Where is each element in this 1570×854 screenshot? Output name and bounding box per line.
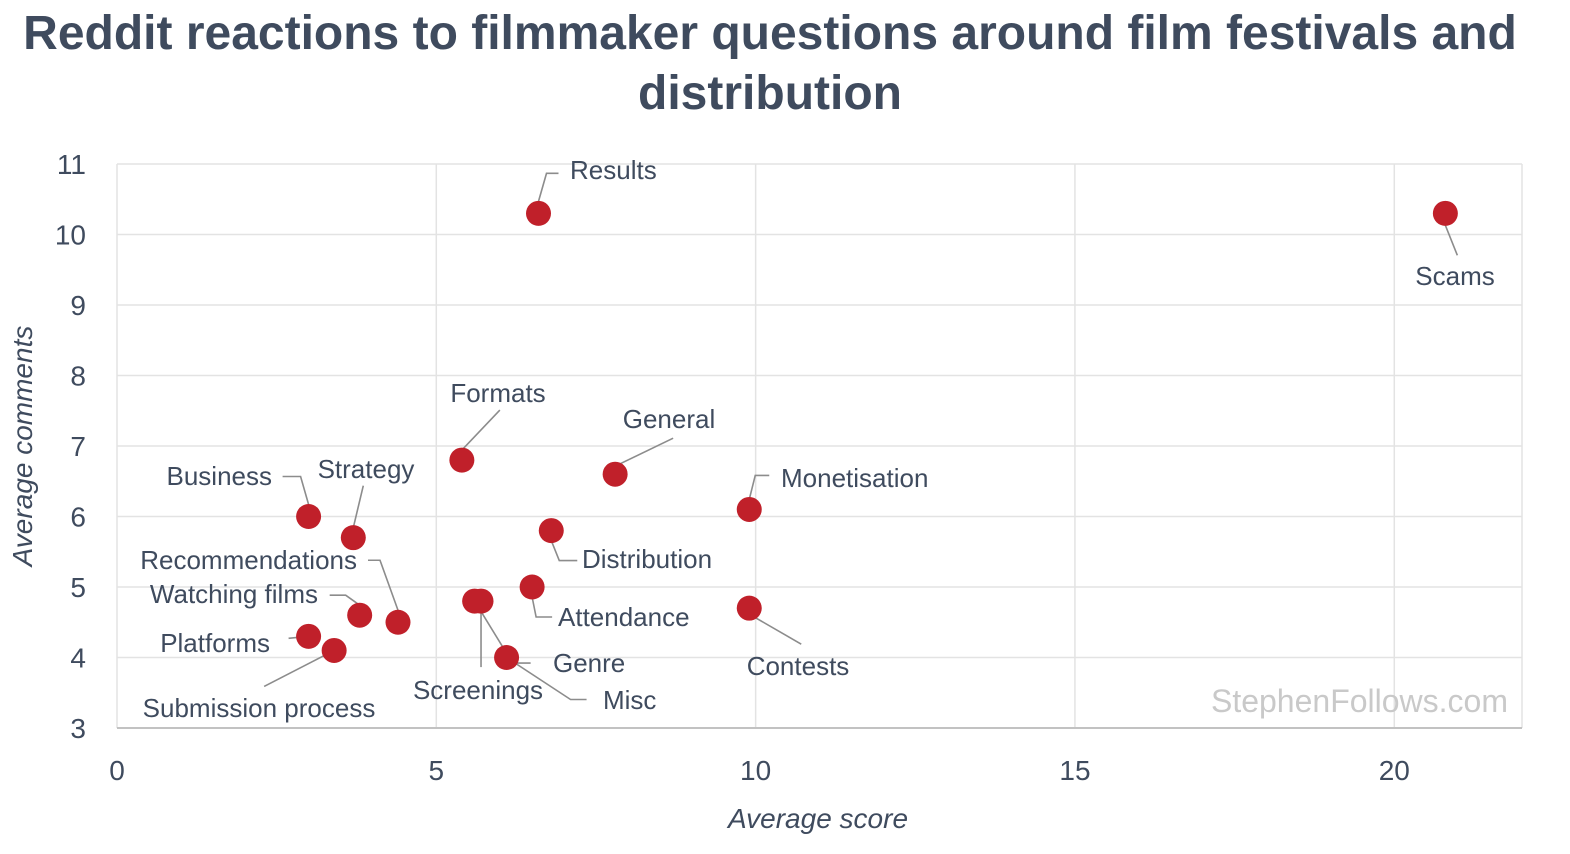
point-layer (296, 200, 1458, 670)
x-tick-label: 0 (109, 755, 125, 786)
point-label-platforms: Platforms (160, 628, 270, 658)
point-label-watching-films: Watching films (150, 579, 318, 609)
data-point-business (296, 504, 322, 529)
x-tick-label: 5 (429, 755, 445, 786)
chart-title: Reddit reactions to filmmaker questions … (23, 7, 1517, 120)
y-tick-label: 3 (70, 713, 86, 744)
x-axis-title: Average score (726, 803, 908, 834)
y-tick-label: 8 (70, 361, 86, 392)
point-label-genre: Genre (553, 648, 625, 678)
leader-line-distribution (550, 540, 578, 562)
point-label-misc: Misc (603, 685, 656, 715)
point-label-submission-process: Submission process (143, 693, 376, 723)
point-label-formats: Formats (450, 378, 545, 408)
leader-line-contests (748, 613, 802, 645)
data-point-distribution (538, 518, 564, 544)
data-point-monetisation (736, 496, 762, 522)
leader-line-attendance (531, 596, 553, 618)
y-tick-label: 9 (70, 290, 86, 321)
leader-line-recommendations (368, 559, 399, 611)
point-label-business: Business (167, 461, 273, 491)
point-label-distribution: Distribution (582, 544, 712, 574)
data-point-scams (1432, 200, 1458, 226)
leader-line-general (614, 437, 674, 467)
leader-line-monetisation (748, 474, 770, 500)
leader-line-strategy (352, 485, 365, 528)
data-point-results (526, 200, 551, 226)
data-point-misc (494, 645, 520, 670)
point-label-monetisation: Monetisation (781, 463, 928, 493)
leader-line-results (537, 172, 559, 202)
point-label-general: General (623, 404, 716, 434)
x-tick-label: 20 (1379, 755, 1410, 786)
y-tick-label: 6 (70, 502, 86, 533)
point-label-recommendations: Recommendations (140, 545, 357, 575)
axis-layer: 3 4 5 6 7 8 9 10 11 0 5 10 15 20 (55, 149, 1522, 786)
label-layer: Results Scams Formats General Business Strate… (140, 155, 1495, 723)
y-axis-title: Average comments (7, 326, 38, 569)
watermark: StephenFollows.com (1211, 683, 1508, 719)
leader-line-business (282, 475, 310, 505)
y-tick-label: 7 (70, 431, 86, 462)
point-label-screenings: Screenings (413, 675, 543, 705)
data-point-contests (736, 595, 762, 621)
leader-line-formats (461, 409, 501, 451)
point-label-attendance: Attendance (558, 602, 690, 632)
x-tick-label: 15 (1059, 755, 1090, 786)
data-point-formats (449, 447, 475, 473)
data-point-attendance (519, 574, 545, 600)
y-tick-label: 4 (70, 643, 86, 674)
data-point-general (602, 461, 628, 487)
point-label-results: Results (570, 155, 657, 185)
y-tick-label: 10 (55, 220, 86, 251)
data-point-genre (462, 588, 488, 614)
point-label-scams: Scams (1415, 261, 1494, 291)
grid-layer (116, 163, 1523, 728)
data-point-submission-process (321, 637, 347, 663)
leader-line-scams (1444, 225, 1459, 256)
y-tick-label: 11 (57, 149, 86, 180)
point-label-strategy: Strategy (318, 454, 415, 484)
point-label-contests: Contests (747, 651, 850, 681)
leader-line-misc (506, 656, 587, 701)
data-point-watching-films (347, 602, 373, 628)
data-point-recommendations (385, 609, 411, 635)
data-point-platforms (296, 623, 322, 649)
data-point-strategy (340, 525, 366, 551)
x-tick-label: 10 (740, 755, 771, 786)
leader-line-watching-films (329, 594, 361, 606)
leader-line-submission-process (263, 649, 335, 688)
leader-layer (263, 172, 1459, 701)
y-tick-label: 5 (70, 572, 86, 603)
